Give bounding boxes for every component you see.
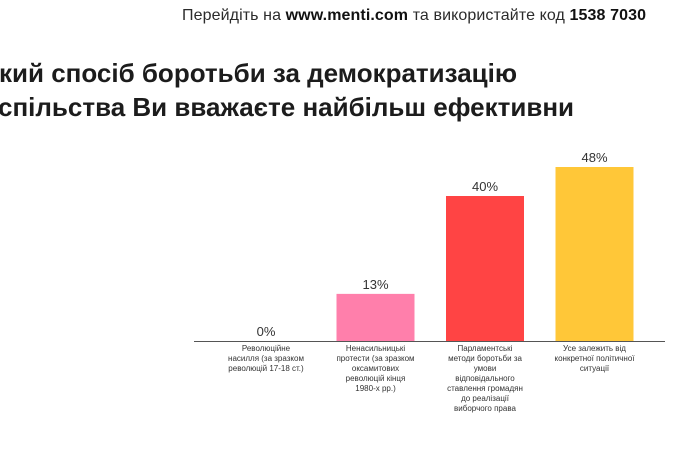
- bar-3: [446, 196, 524, 341]
- join-prefix: Перейдіть на: [182, 7, 282, 24]
- bar-value-label-3: 40%: [472, 179, 498, 194]
- category-label-4: Усе залежить від конкретної політичної с…: [554, 344, 635, 373]
- question-line-1: кий спосіб боротьби за демократизацію: [0, 58, 518, 88]
- join-middle: та використайте код: [412, 7, 565, 24]
- join-instructions: Перейдіть на www.menti.com та використай…: [0, 7, 700, 27]
- category-label-3: Парламентські методи боротьби за умови в…: [447, 344, 523, 413]
- join-code: 1538 7030: [569, 7, 647, 24]
- category-label-2: Ненасильницькі протести (за зразком окса…: [336, 344, 415, 393]
- question-line-2: спільства Ви вважаєте найбільш ефективни: [0, 92, 575, 122]
- join-instructions-text: Перейдіть на www.menti.com та використай…: [182, 7, 646, 25]
- bar-value-label-4: 48%: [581, 150, 607, 165]
- bar-value-label-1: 0%: [257, 324, 276, 339]
- bar-4: [555, 167, 634, 341]
- category-label-1: Революційне насилля (за зразком революці…: [228, 344, 304, 373]
- join-site[interactable]: www.menti.com: [285, 7, 409, 24]
- bar-value-label-2: 13%: [362, 277, 388, 292]
- question-title: кий спосіб боротьби за демократизацію сп…: [0, 56, 700, 124]
- bar-2: [336, 293, 415, 341]
